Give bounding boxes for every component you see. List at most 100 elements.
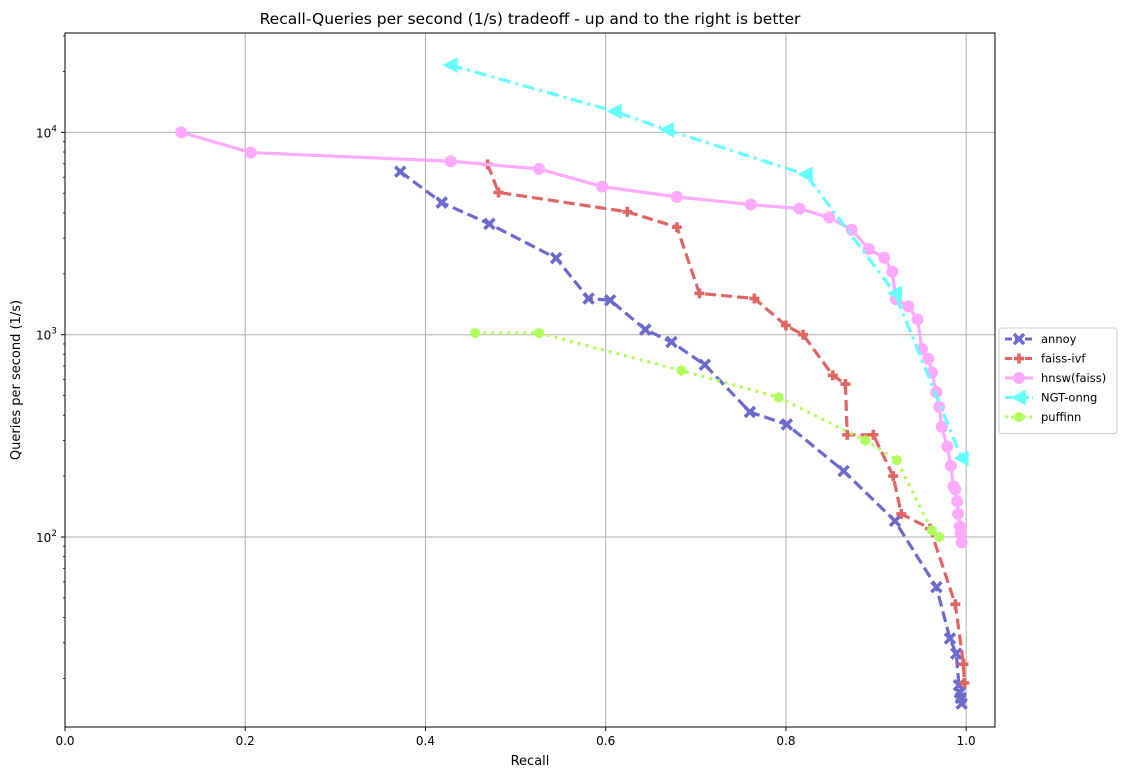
series-annoy bbox=[393, 165, 968, 710]
data-point-puffinn bbox=[892, 454, 902, 466]
data-point-faiss-ivf bbox=[827, 370, 838, 381]
data-point-hnsw-faiss- bbox=[935, 420, 948, 433]
data-point-hnsw-faiss- bbox=[951, 495, 964, 508]
data-point-hnsw-faiss- bbox=[941, 440, 954, 453]
data-point-annoy bbox=[549, 251, 563, 265]
data-point-faiss-ivf bbox=[622, 206, 633, 217]
data-point-faiss-ivf bbox=[868, 429, 879, 440]
data-point-ngt-onng bbox=[1011, 389, 1026, 406]
data-point-annoy bbox=[582, 292, 595, 305]
y-axis: 102 103 104 bbox=[36, 35, 65, 679]
data-point-hnsw-faiss- bbox=[862, 243, 875, 256]
data-point-annoy bbox=[943, 632, 957, 645]
data-point-annoy bbox=[603, 293, 617, 307]
data-point-annoy bbox=[837, 464, 850, 478]
data-point-hnsw-faiss- bbox=[793, 202, 806, 215]
series-layer bbox=[175, 57, 970, 710]
data-point-hnsw-faiss- bbox=[533, 162, 546, 175]
legend-item-faiss-ivf: faiss-ivf bbox=[1005, 352, 1086, 366]
legend: annoy faiss-ivf hnsw(faiss) NGT-onng puffinn bbox=[998, 327, 1118, 434]
chart-title: Recall-Queries per second (1/s) tradeoff… bbox=[260, 10, 801, 28]
legend-label: NGT-onng bbox=[1041, 391, 1097, 405]
data-point-hnsw-faiss- bbox=[596, 180, 609, 193]
data-point-annoy bbox=[780, 418, 794, 431]
data-point-hnsw-faiss- bbox=[175, 126, 188, 139]
data-point-ngt-onng bbox=[442, 57, 458, 74]
series-line-annoy bbox=[399, 170, 964, 704]
data-point-puffinn bbox=[927, 524, 937, 536]
legend-label: hnsw(faiss) bbox=[1041, 371, 1106, 385]
data-point-annoy bbox=[639, 323, 652, 336]
data-point-hnsw-faiss- bbox=[952, 507, 965, 520]
data-point-hnsw-faiss- bbox=[823, 211, 836, 224]
y-tick-label: 102 bbox=[36, 529, 57, 545]
data-point-hnsw-faiss- bbox=[878, 251, 891, 264]
data-point-annoy bbox=[949, 647, 963, 660]
data-point-faiss-ivf bbox=[840, 379, 851, 390]
series-line-faiss-ivf bbox=[486, 163, 966, 683]
data-point-puffinn bbox=[676, 365, 687, 377]
data-point-puffinn bbox=[934, 531, 944, 543]
data-point-faiss-ivf bbox=[798, 329, 809, 340]
data-point-annoy bbox=[1012, 332, 1026, 346]
data-point-faiss-ivf bbox=[493, 187, 504, 198]
series-line-puffinn bbox=[475, 331, 941, 539]
data-point-puffinn bbox=[860, 434, 870, 446]
data-point-hnsw-faiss- bbox=[244, 146, 257, 159]
data-point-hnsw-faiss- bbox=[886, 265, 899, 278]
data-point-annoy bbox=[930, 580, 943, 594]
x-tick-label: 0.0 bbox=[55, 734, 74, 748]
data-point-annoy bbox=[393, 165, 407, 178]
data-point-hnsw-faiss- bbox=[954, 527, 967, 540]
data-point-annoy bbox=[955, 697, 968, 710]
series-line-ngt-onng bbox=[450, 63, 964, 459]
x-axis: 0.0 0.2 0.4 0.6 0.8 1.0 bbox=[55, 727, 976, 748]
legend-box bbox=[998, 327, 1118, 434]
x-axis-label: Recall bbox=[511, 754, 550, 769]
series-faiss-ivf bbox=[482, 159, 970, 688]
grid bbox=[64, 33, 995, 727]
data-point-faiss-ivf bbox=[1014, 353, 1024, 364]
data-point-annoy bbox=[698, 358, 712, 372]
data-point-faiss-ivf bbox=[959, 677, 970, 688]
data-point-ngt-onng bbox=[953, 450, 969, 467]
data-point-faiss-ivf bbox=[958, 659, 969, 670]
data-point-hnsw-faiss- bbox=[949, 483, 962, 496]
data-point-ngt-onng bbox=[606, 103, 622, 120]
legend-item-ngt-onng: NGT-onng bbox=[1005, 389, 1097, 406]
data-point-ngt-onng bbox=[658, 121, 674, 138]
data-point-faiss-ivf bbox=[694, 288, 705, 299]
data-point-faiss-ivf bbox=[749, 293, 760, 304]
data-point-hnsw-faiss- bbox=[955, 536, 968, 549]
data-point-puffinn bbox=[1014, 411, 1024, 423]
data-point-faiss-ivf bbox=[888, 471, 899, 482]
series-ngt-onng bbox=[442, 57, 969, 467]
data-point-hnsw-faiss- bbox=[922, 352, 935, 365]
data-point-annoy bbox=[435, 196, 448, 209]
x-tick-label: 0.2 bbox=[236, 734, 255, 748]
data-point-faiss-ivf bbox=[896, 508, 907, 519]
data-point-annoy bbox=[483, 217, 496, 231]
data-point-hnsw-faiss- bbox=[845, 223, 858, 236]
data-point-annoy bbox=[665, 335, 678, 349]
legend-item-hnsw-faiss-: hnsw(faiss) bbox=[1005, 371, 1106, 385]
data-point-ngt-onng bbox=[886, 285, 902, 302]
data-point-hnsw-faiss- bbox=[444, 155, 457, 168]
data-point-puffinn bbox=[773, 391, 784, 403]
data-point-annoy bbox=[743, 405, 757, 419]
series-hnsw-faiss- bbox=[175, 126, 968, 549]
series-puffinn bbox=[470, 327, 944, 543]
x-tick-label: 1.0 bbox=[957, 734, 976, 748]
plot-frame bbox=[64, 32, 996, 728]
y-tick-label: 104 bbox=[36, 124, 57, 140]
data-point-puffinn bbox=[534, 327, 544, 339]
data-point-hnsw-faiss- bbox=[744, 198, 757, 211]
legend-item-annoy: annoy bbox=[1005, 332, 1077, 346]
data-point-annoy bbox=[888, 514, 902, 528]
data-point-faiss-ivf bbox=[950, 599, 961, 610]
data-point-faiss-ivf bbox=[780, 320, 791, 331]
legend-item-puffinn: puffinn bbox=[1005, 410, 1081, 424]
data-point-hnsw-faiss- bbox=[902, 300, 915, 313]
x-tick-label: 0.4 bbox=[416, 734, 435, 748]
